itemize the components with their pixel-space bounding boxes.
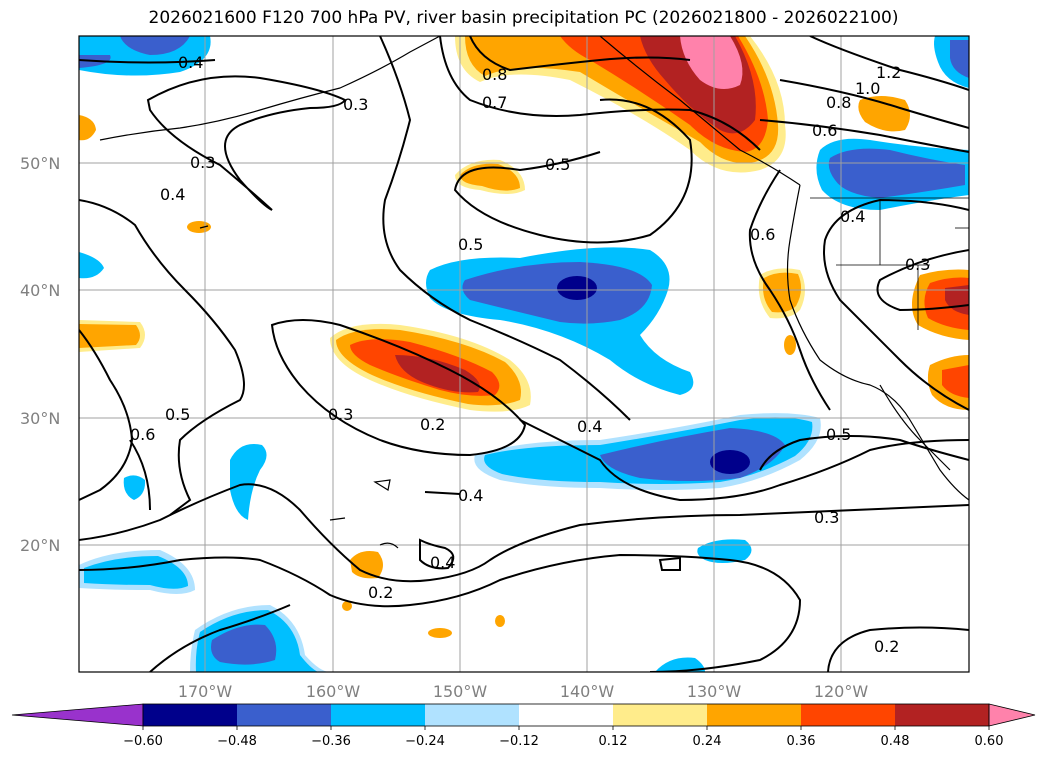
- colorbar-extension-max: [988, 703, 1036, 727]
- shade-negative: [655, 657, 705, 672]
- lat-label: 20°N: [20, 536, 60, 555]
- shade-positive: [495, 615, 505, 627]
- shade-positive: [763, 272, 802, 313]
- shaded-precip-regions: [79, 36, 969, 672]
- colorbar-tick-label: 0.12: [599, 734, 628, 749]
- colorbar-bin: [143, 704, 238, 726]
- figure-title: 2026021600 F120 700 hPa PV, river basin …: [148, 8, 899, 28]
- contour-label: 0.2: [368, 583, 393, 602]
- shade-positive: [79, 115, 96, 141]
- shade-positive: [942, 365, 969, 398]
- colorbar-bin: [519, 704, 614, 726]
- colorbar-tick-label: 0.24: [693, 734, 722, 749]
- contour-label: 0.8: [826, 93, 851, 112]
- latitude-labels: 50°N 40°N 30°N 20°N: [20, 154, 60, 555]
- colorbar-bin: [707, 704, 802, 726]
- shade-positive: [395, 355, 480, 393]
- shade-positive: [784, 335, 796, 355]
- contour-label: 0.6: [812, 121, 837, 140]
- gridlines: [79, 36, 969, 672]
- contour-label: 0.6: [130, 425, 155, 444]
- contour-label: 0.5: [458, 235, 483, 254]
- colorbar-tick-label: −0.60: [123, 734, 163, 749]
- contour-label: 0.5: [826, 425, 851, 444]
- colorbar-bin: [895, 704, 990, 726]
- contour-label: 0.3: [190, 153, 215, 172]
- contour-label: 0.4: [430, 553, 455, 572]
- shade-positive: [350, 551, 383, 579]
- shade-negative: [230, 444, 267, 520]
- lat-label: 50°N: [20, 154, 60, 173]
- contour-label: 0.5: [545, 155, 570, 174]
- contour-label: 1.2: [876, 63, 901, 82]
- shade-negative: [123, 475, 146, 500]
- contour-label: 1.0: [855, 79, 880, 98]
- colorbar-extension-min: [11, 703, 144, 727]
- colorbar-bin: [801, 704, 896, 726]
- colorbar-bin: [237, 704, 332, 726]
- contour-label: 0.2: [420, 415, 445, 434]
- map-frame: [78, 35, 970, 673]
- colorbar-bin: [613, 704, 708, 726]
- shade-positive: [187, 221, 211, 233]
- shade-negative: [211, 624, 277, 665]
- contour-label: 0.2: [874, 637, 899, 656]
- shade-positive: [680, 36, 743, 89]
- contour-labels: 0.4 0.3 0.8 0.7 1.2 1.0 0.8 0.6 0.3 0.4 …: [130, 53, 930, 656]
- lat-label: 30°N: [20, 409, 60, 428]
- contour-label: 0.3: [814, 508, 839, 527]
- shade-positive: [79, 324, 140, 348]
- longitude-labels: 170°W 160°W 150°W 140°W 130°W 120°W: [178, 682, 869, 701]
- shade-negative: [462, 262, 652, 324]
- contour-label: 0.3: [905, 255, 930, 274]
- shade-negative: [79, 252, 104, 279]
- colorbar-outline: [142, 703, 990, 727]
- shade-positive: [428, 628, 452, 638]
- shade-negative: [950, 40, 969, 78]
- pv-contours: [79, 36, 969, 672]
- contour-label: 0.6: [750, 225, 775, 244]
- contour-label: 0.4: [840, 207, 865, 226]
- lon-label: 140°W: [560, 682, 615, 701]
- lon-label: 160°W: [306, 682, 361, 701]
- contour-label: 0.3: [343, 95, 368, 114]
- shade-positive: [342, 601, 352, 611]
- lon-label: 150°W: [433, 682, 488, 701]
- colorbar-tick-label: 0.60: [975, 734, 1004, 749]
- colorbar-tick-label: −0.48: [217, 734, 257, 749]
- contour-label: 0.3: [328, 405, 353, 424]
- lon-label: 130°W: [687, 682, 742, 701]
- colorbar-bin: [425, 704, 520, 726]
- coastlines: [99, 36, 969, 549]
- lat-label: 40°N: [20, 281, 60, 300]
- colorbar-tick-label: −0.24: [405, 734, 445, 749]
- shade-negative: [828, 148, 965, 198]
- colorbar: −0.60 −0.48 −0.36 −0.24 −0.12 0.12 0.24 0.36 0.4…: [11, 703, 1036, 749]
- contour-label: 0.4: [458, 486, 483, 505]
- contour-label: 0.8: [482, 65, 507, 84]
- colorbar-tick-label: −0.36: [311, 734, 351, 749]
- colorbar-tick-label: 0.48: [881, 734, 910, 749]
- contour-label: 0.4: [178, 53, 203, 72]
- contour-label: 0.5: [165, 405, 190, 424]
- colorbar-tick-label: 0.36: [787, 734, 816, 749]
- shade-negative: [557, 276, 597, 300]
- shade-positive: [858, 96, 910, 132]
- shade-negative: [120, 36, 190, 55]
- colorbar-bin: [331, 704, 426, 726]
- contour-label: 0.7: [482, 93, 507, 112]
- lon-label: 120°W: [814, 682, 869, 701]
- colorbar-tick-label: −0.12: [499, 734, 539, 749]
- map-area: [79, 36, 969, 672]
- lon-label: 170°W: [178, 682, 233, 701]
- contour-label: 0.4: [160, 185, 185, 204]
- contour-label: 0.4: [577, 417, 602, 436]
- shade-negative: [710, 450, 750, 474]
